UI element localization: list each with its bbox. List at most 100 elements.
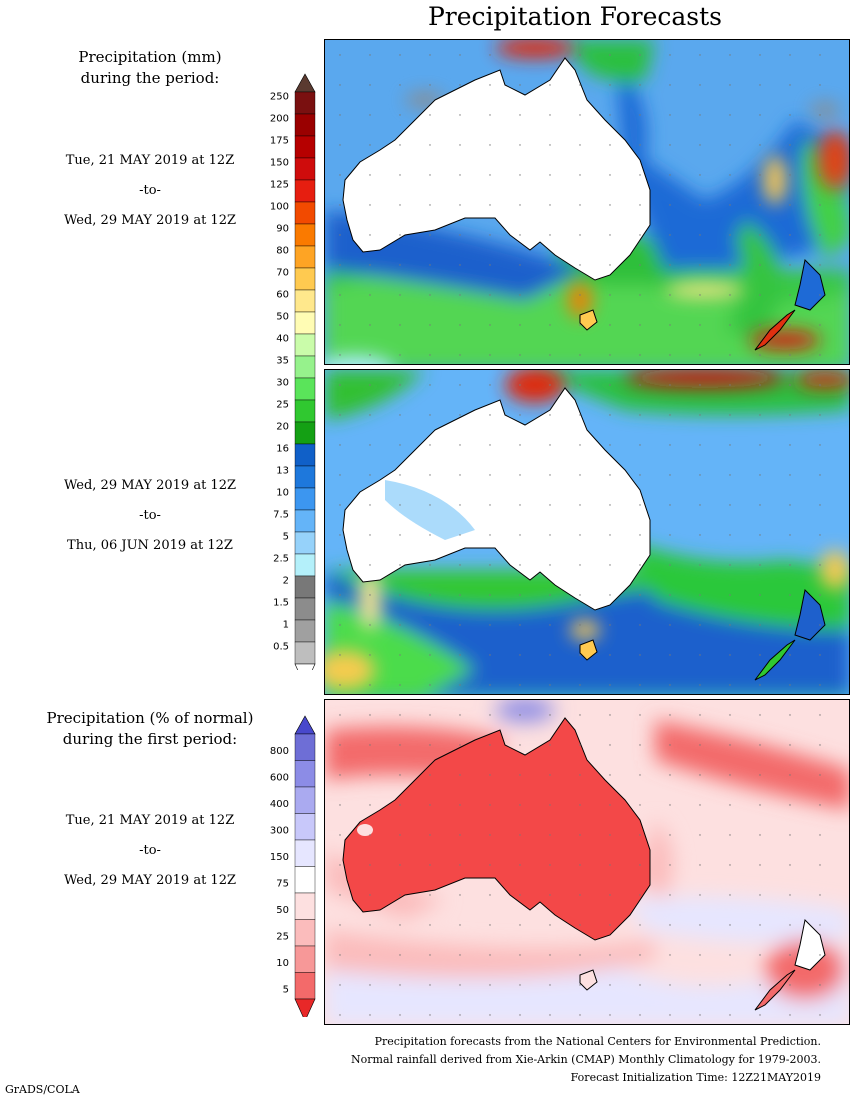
- period1-to: -to-: [139, 183, 161, 198]
- precip-swatch: [294, 201, 316, 225]
- precip-tick-label: 250: [270, 92, 289, 103]
- period2-to: -to-: [139, 508, 161, 523]
- precip-swatch: [294, 179, 316, 203]
- precip-tick-label: 2: [283, 576, 289, 587]
- pct-tick-label: 50: [276, 905, 289, 916]
- precip-swatch: [294, 311, 316, 335]
- credits: Precipitation forecasts from the Nationa…: [351, 1033, 821, 1087]
- precip-tick-label: 175: [270, 136, 289, 147]
- credits-line2: Normal rainfall derived from Xie-Arkin (…: [351, 1053, 821, 1066]
- pct-swatch: [294, 733, 316, 761]
- software-label: GrADS/COLA: [5, 1083, 80, 1096]
- precip-swatch: [294, 487, 316, 511]
- precip-swatch: [294, 465, 316, 489]
- precip-heading: Precipitation (mm) during the period:: [40, 47, 260, 89]
- period3-end: Wed, 29 MAY 2019 at 12Z: [63, 873, 237, 888]
- pct-swatch: [294, 892, 316, 920]
- pct-tick-label: 800: [270, 746, 289, 757]
- precip-tick-label: 1: [283, 620, 289, 631]
- pct-swatch: [294, 839, 316, 867]
- pct-swatch: [294, 919, 316, 947]
- precip-swatch: [294, 399, 316, 423]
- precip-tick-label: 125: [270, 180, 289, 191]
- precip-swatch: [294, 245, 316, 269]
- period2-end: Thu, 06 JUN 2019 at 12Z: [67, 538, 233, 553]
- precip-tick-label: 30: [276, 378, 289, 389]
- pct-tick-label: 10: [276, 958, 289, 969]
- precip-swatch: [294, 575, 316, 599]
- precip-tick-label: 13: [276, 466, 289, 477]
- pct-swatch: [294, 866, 316, 894]
- precip-tick-label: 100: [270, 202, 289, 213]
- precip-swatch: [294, 355, 316, 379]
- pct-tick-label: 300: [270, 826, 289, 837]
- precip-tick-label: 2.5: [273, 554, 289, 565]
- credits-line3: Forecast Initialization Time: 12Z21MAY20…: [570, 1071, 821, 1084]
- precip-tick-label: 25: [276, 400, 289, 411]
- precip-tick-label: 0.5: [273, 642, 289, 653]
- precip-swatch: [294, 421, 316, 445]
- precip-tick-label: 5: [283, 532, 289, 543]
- pct-swatch: [294, 972, 316, 1000]
- page-title: Precipitation Forecasts: [427, 2, 723, 31]
- pct-tick-label: 5: [283, 985, 289, 996]
- period1-end: Wed, 29 MAY 2019 at 12Z: [63, 213, 237, 228]
- precip-tick-label: 20: [276, 422, 289, 433]
- period3-to: -to-: [139, 843, 161, 858]
- pct-swatch: [294, 945, 316, 973]
- precip-top-cap: [294, 73, 316, 93]
- pct-bottom-cap: [294, 998, 316, 1017]
- precip-swatch: [294, 267, 316, 291]
- pct-swatch: [294, 813, 316, 841]
- precip-tick-label: 60: [276, 290, 289, 301]
- precip-bottom-cap: [294, 663, 316, 670]
- pct-heading: Precipitation (% of normal) during the f…: [30, 708, 270, 750]
- precip-heading-line1: Precipitation (mm): [78, 48, 222, 66]
- precip-tick-label: 10: [276, 488, 289, 499]
- precip-swatch: [294, 135, 316, 159]
- percent-colorbar: 800 600 400 300 150 75 50 25 10 5: [270, 715, 316, 1017]
- precip-map-week2: [324, 369, 850, 695]
- percent-normal-map: [324, 699, 850, 1025]
- precip-tick-label: 200: [270, 114, 289, 125]
- pct-swatch: [294, 786, 316, 814]
- precip-swatch: [294, 91, 316, 115]
- precip-colorbar: 2502001751501251009080706050403530252016…: [270, 73, 316, 670]
- precip-tick-label: 80: [276, 246, 289, 257]
- credits-line1: Precipitation forecasts from the Nationa…: [374, 1035, 821, 1048]
- pct-tick-label: 150: [270, 852, 289, 863]
- precip-tick-label: 90: [276, 224, 289, 235]
- precip-swatch: [294, 553, 316, 577]
- precip-swatch: [294, 157, 316, 181]
- pct-top-cap: [294, 715, 316, 735]
- precip-tick-label: 70: [276, 268, 289, 279]
- pct-tick-label: 75: [276, 879, 289, 890]
- precip-heading-line2: during the period:: [80, 69, 220, 87]
- pct-tick-label: 600: [270, 773, 289, 784]
- period2-start: Wed, 29 MAY 2019 at 12Z: [63, 478, 237, 493]
- pct-heading-line2: during the first period:: [62, 730, 238, 748]
- precip-swatch: [294, 289, 316, 313]
- precip-tick-label: 150: [270, 158, 289, 169]
- precip-swatch: [294, 223, 316, 247]
- period1-start: Tue, 21 MAY 2019 at 12Z: [65, 153, 235, 168]
- precip-swatch: [294, 333, 316, 357]
- precip-tick-label: 1.5: [273, 598, 289, 609]
- precip-swatch: [294, 509, 316, 533]
- period3-start: Tue, 21 MAY 2019 at 12Z: [65, 813, 235, 828]
- precip-swatch: [294, 113, 316, 137]
- precip-swatch: [294, 597, 316, 621]
- pct-tick-label: 25: [276, 932, 289, 943]
- precip-swatch: [294, 443, 316, 467]
- precip-tick-label: 7.5: [273, 510, 289, 521]
- precip-tick-label: 35: [276, 356, 289, 367]
- precip-tick-label: 40: [276, 334, 289, 345]
- pct-swatch: [294, 760, 316, 788]
- precip-map-week1: [324, 39, 850, 365]
- precip-swatch: [294, 531, 316, 555]
- precip-swatch: [294, 619, 316, 643]
- precip-tick-label: 16: [276, 444, 289, 455]
- precip-swatch: [294, 641, 316, 665]
- precip-tick-label: 50: [276, 312, 289, 323]
- pct-tick-label: 400: [270, 799, 289, 810]
